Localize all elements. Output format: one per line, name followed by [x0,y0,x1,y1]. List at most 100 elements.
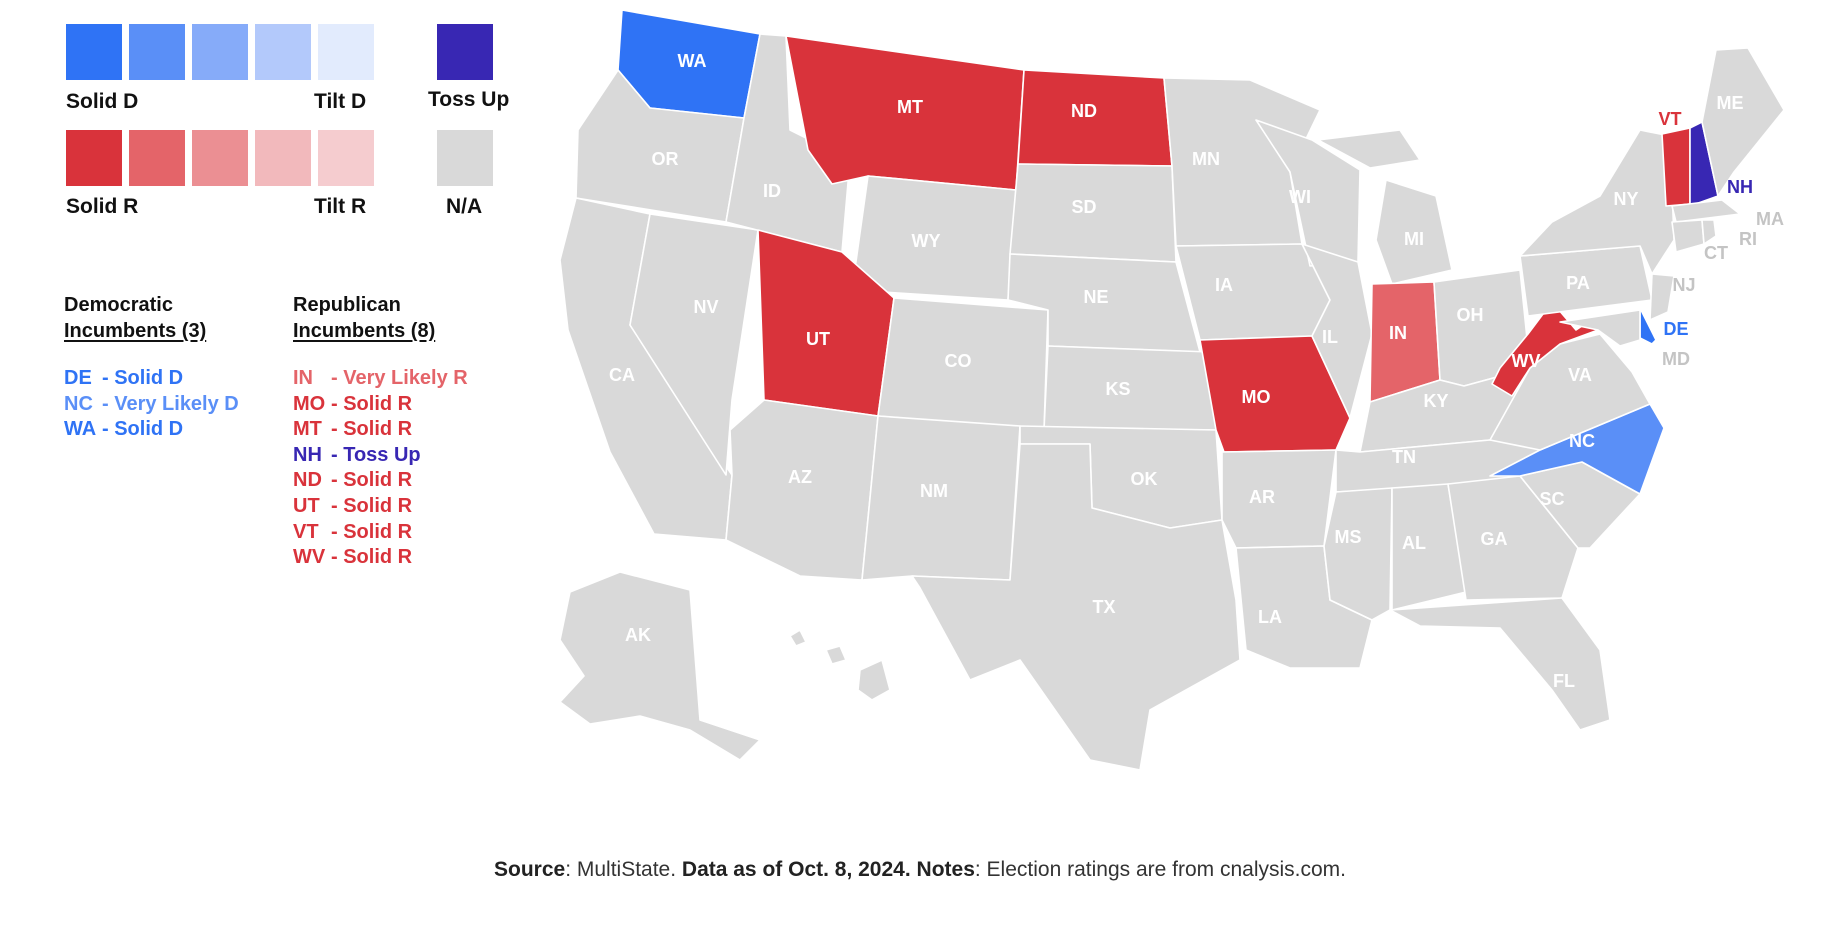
dem-item-de: DE - Solid D [64,366,239,392]
state-label-wi: WI [1289,187,1311,207]
rep-rating: - Very Likely R [331,367,468,389]
dem-item-nc: NC - Very Likely D [64,392,239,418]
rep-item-nd: ND - Solid R [293,468,468,494]
state-ma [1671,199,1741,223]
rep-rating: - Solid R [331,418,413,441]
swatch-likely-d [129,24,185,80]
dem-item-wa: WA - Solid D [64,417,239,443]
state-label-nc: NC [1569,431,1595,451]
state-label-ga: GA [1481,529,1508,549]
dem-rating: - Very Likely D [102,392,239,415]
rep-state: MT [293,418,322,441]
state-ar [1221,449,1337,549]
state-label-ia: IA [1215,275,1233,295]
state-label-ne: NE [1083,287,1108,307]
state-label-hi: HI [817,689,835,709]
rep-state: NH [293,443,322,466]
state-label-ri: RI [1739,229,1757,249]
state-label-ut: UT [806,329,830,349]
state-label-tx: TX [1092,597,1115,617]
state-az [725,399,879,581]
state-label-md: MD [1662,349,1690,369]
democratic-incumbents: Democratic Incumbents (3) DE - Solid D NC -… [64,292,239,443]
state-md [1559,309,1641,347]
swatch-lean-d [192,24,248,80]
legend-label-tilt-r: Tilt R [314,195,367,218]
state-label-il: IL [1322,327,1338,347]
state-label-ks: KS [1105,379,1130,399]
dem-state: WA [64,418,97,441]
footer-note: Source: MultiState. Data as of Oct. 8, 2… [0,858,1840,882]
state-label-mt: MT [897,97,923,117]
state-me [1701,47,1785,197]
state-mi [1317,129,1453,285]
state-label-in: IN [1389,323,1407,343]
republican-incumbents: Republican Incumbents (8) IN - Very Likel… [293,292,468,571]
state-label-de: DE [1663,319,1688,339]
swatch-na [437,130,493,186]
swatch-likely-r [129,130,185,186]
dem-heading-line1: Democratic [64,294,173,316]
rep-state: MO [293,392,326,415]
map-svg: WA OR CA NV ID MT WY UT AZ CO NM ND SD NE KS OK TX MN IA MO… [559,9,1785,771]
state-vt [1661,127,1691,207]
rep-item-ut: UT - Solid R [293,494,468,520]
state-label-nd: ND [1071,101,1097,121]
us-senate-map: WA OR CA NV ID MT WY UT AZ CO NM ND SD NE KS OK TX MN IA MO… [559,9,1785,771]
rep-state: VT [293,520,319,543]
rep-state: UT [293,494,320,517]
dem-list: DE - Solid D NC - Very Likely D WA - Solid D [64,366,239,443]
swatch-tilt-d [318,24,374,80]
footer-source-label: Source [493,858,566,881]
rep-heading-line2: Incumbents (8) [293,320,436,342]
state-label-mn: MN [1192,149,1220,169]
state-label-nm: NM [920,481,948,501]
state-label-ca: CA [609,365,635,385]
state-label-wa: WA [678,51,707,71]
dem-rating: - Solid D [102,367,184,389]
legend-label-na: N/A [446,195,483,218]
state-tx [911,443,1241,771]
swatch-lean-r [192,130,248,186]
state-mn [1163,77,1321,247]
state-ak [559,571,761,761]
state-label-me: ME [1717,93,1744,113]
rep-item-vt: VT - Solid R [293,520,468,546]
rep-state: ND [293,469,322,492]
state-ga [1447,475,1579,601]
state-label-fl: FL [1553,671,1575,691]
rep-rating: - Toss Up [331,443,421,466]
state-label-nv: NV [693,297,718,317]
state-label-mi: MI [1404,229,1424,249]
dem-heading-line2: Incumbents (3) [64,320,207,342]
state-label-ar: AR [1249,487,1275,507]
dem-rating: - Solid D [102,418,184,441]
dem-state: DE [64,367,92,389]
rep-item-wv: WV - Solid R [293,545,468,571]
state-fl [1389,597,1611,731]
footer-data-label: Data as of Oct. 8, 2024. [681,858,911,881]
state-label-nh: NH [1727,177,1753,197]
state-ia [1175,243,1331,341]
state-nv [629,213,759,476]
legend-label-toss-up: Toss Up [428,88,510,111]
rep-item-nh: NH - Toss Up [293,443,468,469]
swatch-solid-r [66,130,122,186]
state-label-al: AL [1402,533,1426,553]
state-label-va: VA [1568,365,1592,385]
legend: Solid D Tilt D Toss Up Solid R Tilt R N/… [66,24,536,234]
dem-heading: Democratic Incumbents (3) [64,292,239,344]
state-label-ak: AK [625,625,651,645]
state-label-pa: PA [1566,273,1590,293]
legend-label-solid-d: Solid D [66,90,139,113]
swatch-tilt-r [318,130,374,186]
rep-rating: - Solid R [331,546,413,569]
state-label-ok: OK [1131,469,1158,489]
rep-state: IN [293,367,313,389]
rep-heading-line1: Republican [293,294,401,316]
state-hi [789,629,891,701]
rep-rating: - Solid R [331,520,413,543]
rep-heading: Republican Incumbents (8) [293,292,468,344]
rep-item-in: IN - Very Likely R [293,366,468,392]
